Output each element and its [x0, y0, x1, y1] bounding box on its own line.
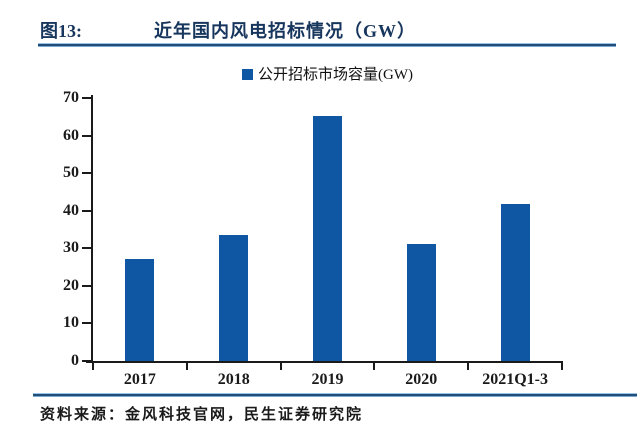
bar-2017 — [125, 258, 155, 361]
x-axis-tick — [561, 363, 563, 370]
y-axis-tick-label: 0 — [71, 352, 79, 369]
y-axis-tick-label: 20 — [63, 276, 79, 294]
x-axis-label: 2020 — [405, 371, 438, 388]
x-axis-tick — [467, 363, 470, 370]
y-axis-tick — [82, 284, 91, 287]
y-axis-tick-label: 30 — [63, 239, 79, 257]
bar-2019 — [313, 116, 342, 361]
x-axis-label: 2017 — [123, 371, 156, 388]
y-axis-line — [91, 95, 93, 363]
x-axis-label: 2018 — [217, 371, 250, 388]
x-axis-line — [86, 361, 563, 363]
bar-2018 — [219, 235, 249, 361]
y-axis-tick — [82, 360, 91, 362]
x-axis-tick — [373, 363, 376, 370]
y-axis-tick — [82, 97, 91, 99]
y-axis-tick-label: 10 — [63, 314, 79, 332]
y-axis-tick — [82, 247, 91, 250]
legend-swatch-icon — [242, 69, 253, 80]
x-axis-tick — [279, 363, 282, 370]
title-divider — [38, 43, 616, 47]
bar-2020 — [406, 244, 436, 361]
source-note: 资料来源：金风科技官网，民生证券研究院 — [40, 407, 364, 423]
y-axis-tick-label: 60 — [63, 126, 79, 144]
y-axis-tick — [82, 172, 91, 175]
y-axis-tick-label: 50 — [63, 164, 79, 182]
bottom-divider — [33, 393, 637, 397]
y-axis-tick-label: 70 — [63, 89, 79, 106]
figure-number: 图13: — [40, 21, 82, 41]
y-axis-tick — [82, 322, 91, 325]
x-axis-label: 2019 — [311, 371, 344, 388]
y-axis-tick — [82, 209, 91, 212]
x-axis-tick — [92, 363, 94, 370]
x-axis-tick — [185, 363, 188, 370]
figure-title: 近年国内风电招标情况（GW） — [154, 21, 416, 41]
chart-legend: 公开招标市场容量(GW) — [93, 66, 562, 84]
y-axis-tick-label: 40 — [63, 201, 79, 219]
x-axis-label: 2021Q1-3 — [482, 371, 548, 388]
bar-2021Q1-3 — [500, 203, 530, 361]
y-axis-tick — [82, 134, 91, 137]
legend-label: 公开招标市场容量(GW) — [258, 67, 413, 83]
